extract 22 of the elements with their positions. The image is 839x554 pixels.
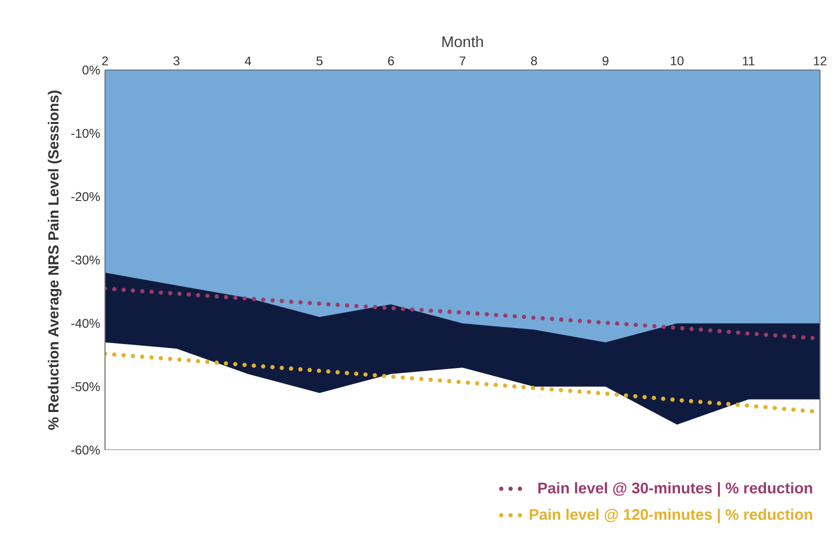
- x-tick-label: 8: [531, 56, 537, 66]
- y-tick-label: -30%: [71, 256, 100, 264]
- x-tick-label: 11: [742, 56, 754, 66]
- x-tick-label: 3: [173, 56, 180, 66]
- y-tick-label: -20%: [71, 192, 100, 202]
- x-tick-label: 7: [460, 56, 466, 66]
- x-tick-label: 4: [244, 56, 252, 66]
- y-tick-label: -40%: [71, 318, 100, 328]
- x-tick-label: 2: [102, 56, 108, 66]
- legend-label: Pain level @ 120-minutes | % reduction: [530, 508, 812, 524]
- x-tick-label: 10: [670, 56, 684, 66]
- y-tick-label: -10%: [71, 128, 100, 138]
- x-tick-label: 5: [316, 56, 323, 66]
- legend-label: Pain level @ 30-minutes | % reduction: [538, 482, 812, 497]
- y-axis-title: % Reduction Average NRS Pain Level (Sessions): [48, 90, 62, 430]
- x-tick-label: 6: [388, 56, 394, 66]
- x-tick-label: 12: [814, 56, 826, 66]
- y-tick-label: 0%: [82, 66, 100, 74]
- y-tick-label: -60%: [71, 446, 100, 454]
- x-tick-label: 9: [602, 56, 608, 66]
- y-tick-label: -50%: [71, 382, 100, 392]
- x-axis-title: Month: [442, 36, 483, 48]
